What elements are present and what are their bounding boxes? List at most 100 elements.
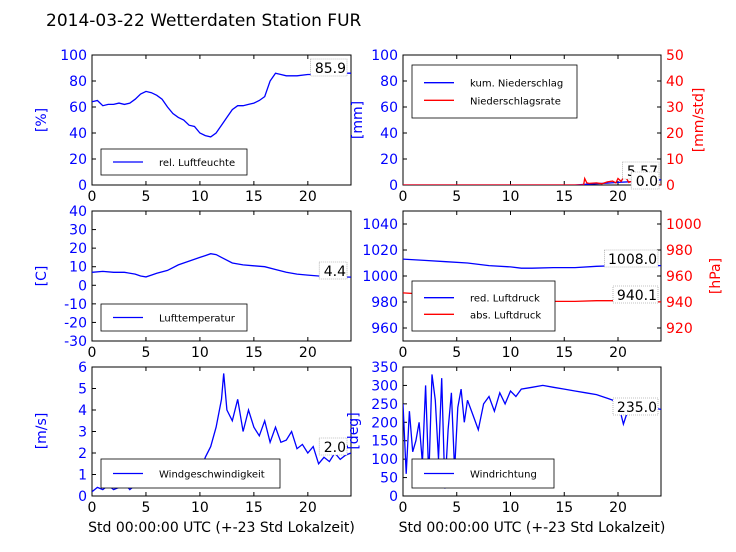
wind_speed-ytick-label: 5 [78, 382, 87, 398]
humidity-ylabel: [%] [34, 108, 50, 132]
panel-humidity: 0 5 10 15 20 0 20 40 60 80 100 rel. Luftfeuchte 85.9… [34, 48, 352, 205]
precipitation-ytick-right-label: 30 [666, 100, 684, 116]
wind_speed-xlabel: Std 00:00:00 UTC (+-23 Std Lokalzeit) [88, 520, 355, 536]
pressure-annotation: 1008.0 [608, 252, 657, 268]
temperature-ytick-label: -20 [64, 315, 87, 331]
pressure-ytick-right-label: 960 [666, 269, 693, 285]
temperature-ytick-label: -10 [64, 297, 87, 313]
wind_direction-annotation-box [612, 397, 659, 416]
precipitation-ytick-label: 40 [380, 126, 398, 142]
wind_direction-ytick-label: 300 [371, 378, 398, 394]
precipitation-legend [411, 64, 578, 119]
wind_direction-xtick-label: 0 [399, 500, 408, 516]
temperature-ylabel: [C] [34, 266, 50, 287]
pressure-ytick-label: 1000 [362, 269, 398, 285]
wind_speed-xtick-label: 20 [299, 500, 317, 516]
pressure-ytick-label: 1020 [362, 243, 398, 259]
precipitation-ylabel: [mm] [350, 101, 366, 139]
precipitation-ytick-label: 20 [380, 152, 398, 168]
pressure-ytick-right-label: 980 [666, 243, 693, 259]
pressure-xtick-label: 10 [502, 345, 520, 361]
pressure-ytick-label: 960 [371, 321, 398, 337]
wind_direction-ytick-label: 0 [389, 489, 398, 505]
precipitation-legend-label: Niederschlagsrate [470, 96, 561, 107]
wind_direction-series-line [403, 374, 661, 489]
temperature-ytick-label: 40 [69, 204, 87, 220]
wind_direction-ytick-label: 200 [371, 415, 398, 431]
wind_direction-ytick-label: 350 [371, 360, 398, 376]
wind_speed-ylabel: [m/s] [34, 413, 50, 450]
temperature-series-line [92, 253, 351, 278]
pressure-legend [411, 280, 556, 332]
pressure-annotation: 940.1 [617, 288, 657, 304]
humidity-xtick-label: 0 [88, 189, 97, 205]
wind_speed-annotation: 2.0 [324, 440, 346, 456]
pressure-legend-label: abs. Luftdruck [470, 310, 541, 321]
wind_direction-xtick-label: 5 [452, 500, 461, 516]
wind_direction-ylabel: [deg] [346, 412, 362, 449]
wind_speed-ytick-label: 0 [78, 489, 87, 505]
temperature-ytick-label: 10 [69, 260, 87, 276]
temperature-xtick-label: 5 [141, 345, 150, 361]
wind_speed-ytick-label: 3 [78, 425, 87, 441]
humidity-xtick-label: 10 [191, 189, 209, 205]
temperature-xtick-label: 10 [191, 345, 209, 361]
wind_direction-ytick-label: 250 [371, 397, 398, 413]
wind_speed-ytick-label: 6 [78, 360, 87, 376]
temperature-xtick-label: 20 [299, 345, 317, 361]
precipitation-annotation: 0.0 [636, 174, 658, 190]
precipitation-legend-label: kum. Niederschlag [470, 79, 563, 90]
precipitation-annotation-box [630, 171, 660, 190]
humidity-ytick-label: 100 [60, 48, 87, 64]
humidity-annotation: 85.9 [315, 61, 346, 77]
wind_speed-ytick-label: 2 [78, 446, 87, 462]
precipitation-ytick-label: 100 [371, 48, 398, 64]
wind_speed-ytick-label: 1 [78, 468, 87, 484]
precipitation-ylabel-right: [mm/std] [691, 88, 707, 153]
pressure-ytick-label: 1040 [362, 217, 398, 233]
pressure-annotation-box [604, 249, 659, 268]
humidity-ytick-label: 40 [69, 126, 87, 142]
precipitation-ytick-right-label: 50 [666, 48, 684, 64]
precipitation-ytick-label: 0 [389, 178, 398, 194]
wind_direction-annotation: 235.0 [617, 400, 657, 416]
wind_direction-xlabel: Std 00:00:00 UTC (+-23 Std Lokalzeit) [399, 520, 666, 536]
temperature-xtick-label: 15 [245, 345, 263, 361]
wind_speed-legend-label: Windgeschwindigkeit [159, 470, 265, 481]
temperature-annotation-box [318, 261, 348, 280]
precipitation-ytick-right-label: 10 [666, 152, 684, 168]
humidity-ytick-label: 80 [69, 74, 87, 90]
wind_direction-ytick-label: 100 [371, 452, 398, 468]
precipitation-xtick-label: 0 [399, 189, 408, 205]
humidity-annotation-box [310, 58, 348, 77]
wind_speed-xtick-label: 10 [191, 500, 209, 516]
humidity-series-line [92, 72, 351, 138]
temperature-ytick-label: -30 [64, 334, 87, 350]
panel-precipitation: 0 5 10 15 20 0 20 40 60 80 100 0 10 20 30 40 50 kum. Nied… [350, 48, 707, 205]
pressure-ytick-right-label: 1000 [666, 217, 702, 233]
precipitation-xtick-label: 15 [555, 189, 573, 205]
humidity-xtick-label: 15 [245, 189, 263, 205]
panel-pressure: 0 5 10 15 20 960 980 1000 1020 1040 920 940 960 980 10… [362, 210, 724, 361]
temperature-ytick-label: 0 [78, 278, 87, 294]
wind_speed-ytick-label: 4 [78, 403, 87, 419]
precipitation-ytick-right-label: 20 [666, 126, 684, 142]
precipitation-ytick-right-label: 40 [666, 74, 684, 90]
wind_speed-xtick-label: 15 [245, 500, 263, 516]
pressure-ytick-right-label: 920 [666, 321, 693, 337]
precipitation-ytick-right-label: 0 [666, 178, 675, 194]
wind_speed-xtick-label: 0 [88, 500, 97, 516]
temperature-annotation: 4.4 [324, 264, 346, 280]
humidity-ytick-label: 20 [69, 152, 87, 168]
pressure-xtick-label: 20 [609, 345, 627, 361]
pressure-ytick-right-label: 940 [666, 295, 693, 311]
pressure-ylabel-right: [hPa] [708, 258, 724, 294]
wind_direction-legend-label: Windrichtung [470, 470, 537, 481]
panel-wind-speed: 0 5 10 15 200123456Windgeschwindigkeit2.0[m/… [34, 360, 355, 536]
wind_direction-ytick-label: 150 [371, 434, 398, 450]
precipitation-ytick-label: 80 [380, 74, 398, 90]
wind_speed-annotation-box [318, 437, 348, 456]
pressure-ytick-label: 980 [371, 295, 398, 311]
figure-title: 2014-03-22 Wetterdaten Station FUR [46, 11, 362, 31]
